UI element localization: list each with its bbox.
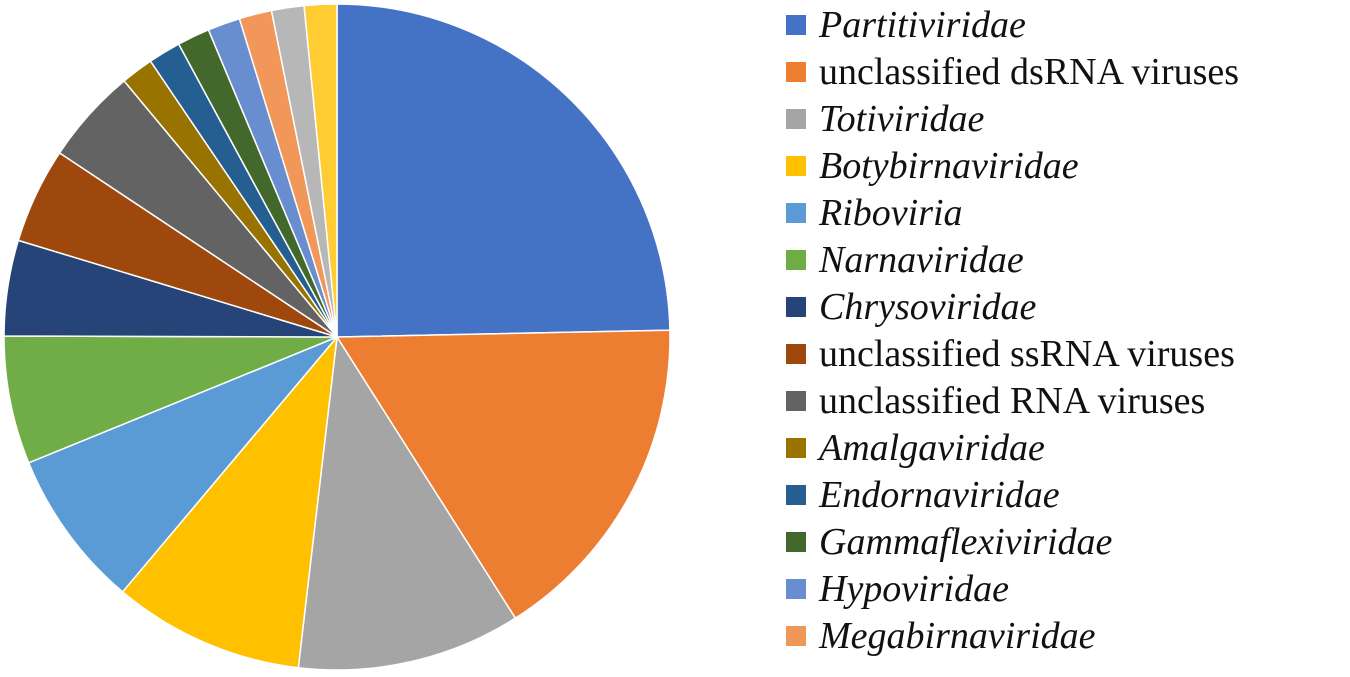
legend-swatch [786,155,806,176]
legend-item-10: Endornaviridae [786,471,1239,518]
legend-item-12: Hypoviridae [786,565,1239,612]
legend-swatch [786,625,806,646]
pie-plot-area [3,3,671,671]
legend-item-0: Partitiviridae [786,1,1239,48]
legend-label: Endornaviridae [819,473,1060,516]
legend-swatch [786,249,806,270]
legend-item-8: unclassified RNA viruses [786,377,1239,424]
legend-item-6: Chrysoviridae [786,283,1239,330]
legend-swatch [786,343,806,364]
legend-swatch [786,61,806,82]
legend-swatch [786,531,806,552]
legend-item-7: unclassified ssRNA viruses [786,330,1239,377]
legend-item-1: unclassified dsRNA viruses [786,48,1239,95]
legend-label: Narnaviridae [819,238,1024,281]
pie-slice-1 [336,329,671,619]
legend-swatch [786,578,806,599]
legend-label: Riboviria [819,191,963,234]
pie-slice-15 [303,3,338,338]
pie-slice-5 [3,335,338,464]
legend-item-3: Botybirnaviridae [786,142,1239,189]
legend-swatch [786,202,806,223]
legend-item-2: Totiviridae [786,95,1239,142]
legend-label: unclassified RNA viruses [819,379,1206,422]
legend-item-9: Amalgaviridae [786,424,1239,471]
legend-item-11: Gammaflexiviridae [786,518,1239,565]
legend-label: Botybirnaviridae [819,144,1079,187]
legend-swatch [786,14,806,35]
legend-label: Megabirnaviridae [819,614,1096,657]
pie-slice-3 [121,336,338,669]
legend-swatch [786,437,806,458]
legend-swatch [786,296,806,317]
legend-label: Partitiviridae [819,3,1026,46]
legend-swatch [786,390,806,411]
legend-label: Gammaflexiviridae [819,520,1113,563]
pie-slice-2 [297,336,517,671]
legend-label: unclassified dsRNA viruses [819,50,1240,93]
legend-label: Hypoviridae [819,567,1009,610]
legend-label: Totiviridae [819,97,985,140]
legend: Partitiviridae unclassified dsRNA viruses… [786,1,1239,659]
legend-item-4: Riboviria [786,189,1239,236]
legend-label: Amalgaviridae [819,426,1045,469]
legend-label: Chrysoviridae [819,285,1037,328]
legend-item-13: Megabirnaviridae [786,612,1239,659]
pie-slice-0 [336,3,671,338]
pie-slice-4 [27,336,338,593]
legend-item-5: Narnaviridae [786,236,1239,283]
legend-swatch [786,108,806,129]
legend-label: unclassified ssRNA viruses [819,332,1235,375]
legend-swatch [786,484,806,505]
